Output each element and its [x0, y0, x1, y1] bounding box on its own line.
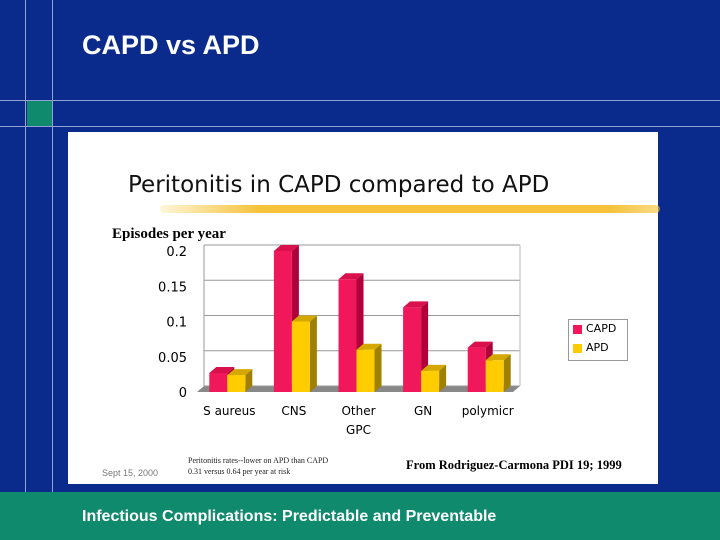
x-tick-label: S aureus	[203, 404, 255, 418]
bar-apd	[485, 360, 504, 392]
bar-top-capd	[338, 273, 364, 280]
bar-side-apd	[503, 354, 511, 392]
bar-capd	[209, 372, 228, 392]
bar-top-apd	[421, 364, 447, 371]
y-tick-label: 0.1	[166, 316, 187, 331]
bar-chart: 0 0.05 0.1 0.15 0.2 S aureus CNS Other GPC GN poly…	[158, 244, 521, 437]
x-tick-label: GPC	[346, 423, 371, 437]
legend-label-capd: CAPD	[586, 322, 617, 335]
bar-apd	[291, 321, 310, 392]
y-tick-label: 0.15	[158, 280, 187, 295]
figure-note: Peritonitis rates--lower on APD than CAP…	[188, 455, 328, 477]
decor-line	[0, 126, 720, 127]
decor-line	[52, 0, 53, 492]
y-axis-label: Episodes per year	[112, 226, 226, 242]
slide-date: Sept 15, 2000	[102, 468, 159, 478]
bar-side-apd	[374, 343, 382, 392]
legend: CAPD APD	[568, 319, 628, 361]
bar-capd	[467, 347, 486, 392]
decor-line	[25, 0, 26, 492]
x-tick-label: polymicr	[462, 404, 514, 418]
bar-top-capd	[209, 366, 235, 373]
bar-top-apd	[291, 315, 317, 322]
decor-line	[0, 100, 720, 101]
highlight-stroke	[160, 205, 660, 213]
note-line-1: Peritonitis rates--lower on APD than CAP…	[188, 456, 329, 465]
slide-title: CAPD vs APD	[82, 30, 260, 60]
legend-label-apd: APD	[586, 341, 609, 354]
bar-top-apd	[485, 354, 511, 361]
bar-side-apd	[245, 369, 253, 392]
bar-side-apd	[309, 315, 317, 392]
bar-side-apd	[439, 364, 447, 392]
y-tick-label: 0.2	[166, 245, 187, 260]
note-line-2: 0.31 versus 0.64 per year at risk	[188, 467, 291, 476]
bar-top-apd	[356, 343, 382, 350]
legend-swatch-apd	[573, 344, 582, 353]
y-tick-label: 0	[179, 386, 187, 401]
source-citation: From Rodriguez-Carmona PDI 19; 1999	[406, 458, 622, 472]
x-tick-label: CNS	[281, 404, 306, 418]
figure-heading: Peritonitis in CAPD compared to APD	[128, 172, 550, 198]
bar-apd	[227, 375, 246, 392]
bar-apd	[356, 349, 375, 392]
accent-square	[27, 101, 52, 126]
bar-top-capd	[403, 301, 429, 308]
bar-apd	[421, 370, 440, 392]
x-tick-label: GN	[414, 404, 432, 418]
bar-top-capd	[467, 341, 493, 348]
legend-swatch-capd	[573, 325, 582, 334]
figure-panel: Peritonitis in CAPD compared to APD Epis…	[68, 132, 660, 484]
bar-top-capd	[273, 245, 299, 251]
y-tick-label: 0.05	[158, 351, 187, 366]
footer-bar: Infectious Complications: Predictable an…	[0, 492, 720, 540]
bar-capd	[403, 307, 422, 392]
bar-capd	[273, 251, 292, 392]
x-tick-label: Other	[341, 404, 375, 418]
footer-text: Infectious Complications: Predictable an…	[82, 508, 497, 525]
bar-capd	[338, 279, 357, 392]
bar-top-apd	[227, 369, 253, 376]
